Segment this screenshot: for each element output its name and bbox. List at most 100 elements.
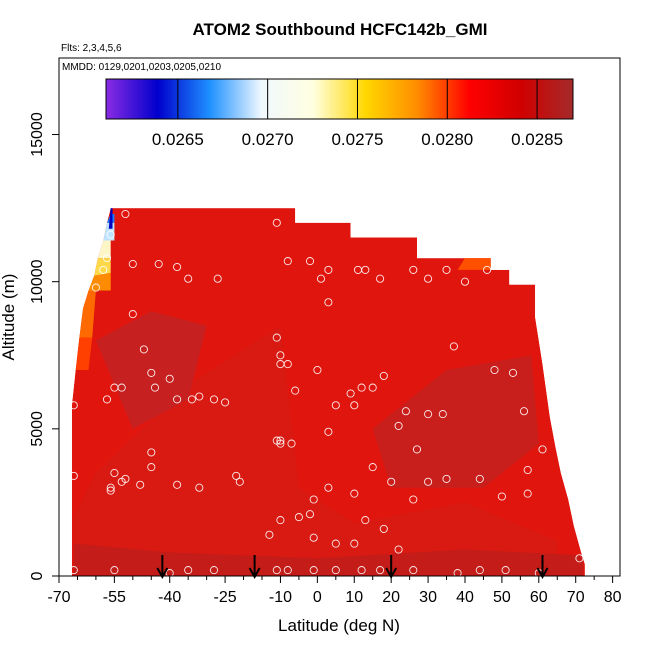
sample-point: [309, 566, 318, 575]
sample-point: [272, 218, 281, 227]
sample-point: [150, 383, 160, 392]
x-axis-label: Latitude (deg N): [278, 616, 400, 635]
sample-point: [276, 351, 285, 360]
sample-point: [283, 360, 292, 369]
sample-point: [184, 566, 193, 575]
sample-point: [324, 483, 333, 492]
sample-point: [483, 265, 492, 274]
colorbar: [105, 78, 574, 120]
sample-point: [121, 209, 130, 219]
sample-point: [523, 465, 532, 475]
sample-point: [99, 265, 108, 274]
y-tick-label: 5000: [29, 411, 46, 447]
sample-point: [497, 492, 506, 501]
sample-point: [501, 566, 510, 575]
x-tick-label: 0: [313, 589, 322, 606]
sample-point: [69, 471, 78, 480]
sample-point: [309, 495, 318, 504]
sample-point: [128, 310, 137, 319]
sample-point: [409, 265, 418, 274]
sample-point: [173, 480, 182, 489]
latitude-arrow: [156, 555, 169, 580]
patch-cream-patch: [97, 240, 111, 259]
sample-point: [449, 342, 458, 351]
latitude-arrow: [248, 555, 261, 580]
x-tick-label: 70: [567, 589, 585, 606]
sample-point: [424, 410, 433, 419]
sample-point: [538, 445, 547, 454]
sample-points: [69, 209, 584, 578]
sample-point: [106, 486, 115, 495]
sample-point: [184, 274, 193, 283]
y-axis: 0 5000 10000 15000: [29, 112, 60, 580]
sample-point: [331, 566, 340, 575]
sample-point: [106, 230, 115, 239]
sample-point: [187, 395, 196, 404]
sample-point: [110, 468, 119, 478]
sample-point: [357, 566, 366, 575]
patch-orange-edge-3: [75, 337, 93, 370]
sample-point: [305, 257, 315, 266]
sample-point: [294, 513, 303, 522]
sample-point: [361, 516, 370, 525]
sample-point: [283, 257, 292, 266]
sample-point: [379, 371, 388, 380]
x-tick-label: 50: [493, 589, 511, 606]
sample-point: [102, 395, 112, 404]
colorbar-tick-label: 0.0270: [242, 130, 294, 149]
sample-point: [324, 427, 333, 436]
patch-orange-edge-2: [79, 290, 96, 338]
sample-point: [346, 389, 355, 398]
patch-mid-dark-left: [95, 311, 207, 429]
sample-point: [117, 383, 126, 392]
sample-point: [276, 516, 285, 525]
sample-point: [368, 383, 377, 392]
x-tick-label: -10: [269, 589, 292, 606]
sample-point: [490, 365, 499, 375]
sample-point: [316, 274, 326, 283]
sample-point: [136, 480, 145, 489]
sample-point: [519, 407, 529, 416]
sample-point: [350, 489, 359, 498]
sample-point: [350, 539, 359, 548]
y-tick-label: 10000: [29, 259, 46, 304]
sample-point: [361, 265, 370, 274]
dates-label: MMDD: 0129,0201,0203,0205,0210: [62, 62, 221, 73]
x-tick-label: 80: [604, 589, 622, 606]
patch-mid-dark-right: [372, 355, 539, 488]
sample-point: [376, 566, 385, 575]
sample-point: [173, 395, 182, 404]
sample-point: [379, 524, 388, 533]
sample-point: [139, 345, 148, 354]
sample-point: [272, 333, 281, 342]
x-tick-label: -25: [214, 589, 237, 606]
latitude-arrows: [156, 555, 549, 580]
sample-point: [265, 530, 274, 539]
sample-point: [283, 566, 292, 575]
sample-point: [106, 483, 115, 492]
sample-point: [424, 477, 433, 486]
x-tick-label: 20: [382, 589, 400, 606]
sample-point: [69, 401, 78, 410]
sample-point: [147, 463, 156, 472]
x-tick-label: -55: [103, 589, 126, 606]
flights-label: Flts: 2,3,4,5,6: [61, 43, 122, 54]
sample-point: [453, 569, 462, 578]
sample-point: [324, 265, 333, 274]
sample-point: [387, 477, 396, 486]
sample-point: [276, 439, 285, 448]
sample-point: [331, 539, 340, 548]
x-tick-label: -70: [47, 589, 70, 606]
sample-point: [91, 283, 100, 292]
colorbar-tick-label: 0.0265: [152, 130, 204, 149]
chart-title: ATOM2 Southbound HCFC142b_GMI: [193, 20, 488, 39]
colorbar-tick-label: 0.0285: [511, 130, 563, 149]
sample-point: [409, 495, 418, 504]
colorbar-tick-label: 0.0275: [331, 130, 383, 149]
sample-point: [235, 477, 244, 486]
sample-point: [147, 448, 156, 457]
sample-point: [209, 395, 219, 404]
sample-point: [195, 483, 204, 492]
sample-point: [102, 254, 112, 263]
